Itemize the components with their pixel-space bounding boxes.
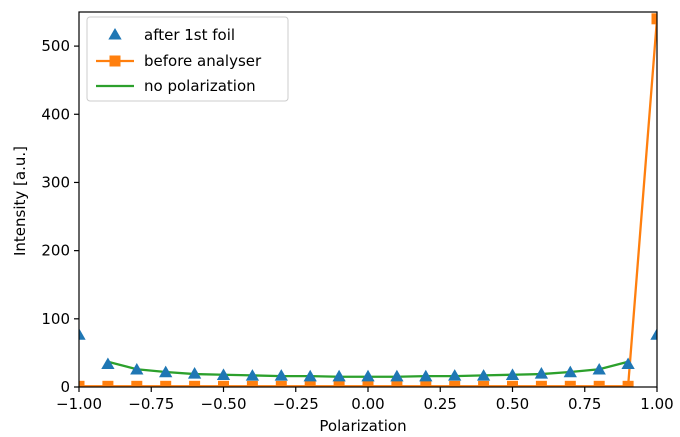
y-tick-label: 400 bbox=[41, 105, 70, 123]
x-tick-label: −1.00 bbox=[56, 395, 102, 413]
series-1-point-17 bbox=[564, 380, 576, 387]
x-tick-label: −0.25 bbox=[273, 395, 319, 413]
series-1-point-18 bbox=[593, 380, 605, 387]
series-1-point-10 bbox=[362, 380, 374, 387]
series-0-point-15 bbox=[505, 368, 520, 380]
series-1-point-16 bbox=[535, 380, 547, 387]
series-0-point-7 bbox=[274, 369, 288, 381]
legend-label: before analyser bbox=[144, 52, 262, 70]
x-tick-label: −0.75 bbox=[128, 395, 174, 413]
y-tick-label: 100 bbox=[41, 310, 70, 328]
series-0-point-14 bbox=[476, 369, 491, 381]
series-0-point-9 bbox=[332, 369, 346, 382]
x-axis-label: Polarization bbox=[319, 417, 406, 435]
series-1-point-3 bbox=[160, 380, 172, 387]
series-0-point-11 bbox=[390, 369, 404, 382]
series-1-point-2 bbox=[131, 380, 143, 387]
series-1-point-15 bbox=[507, 380, 518, 387]
series-0-point-6 bbox=[245, 369, 260, 381]
y-tick-label: 500 bbox=[41, 37, 70, 55]
legend-item-2: no polarization bbox=[96, 77, 256, 95]
legend-item-0: after 1st foil bbox=[108, 26, 235, 44]
x-tick-label: 0.00 bbox=[351, 395, 384, 413]
series-layer bbox=[79, 13, 657, 387]
legend-square-marker bbox=[109, 55, 121, 67]
series-0-point-16 bbox=[534, 367, 549, 379]
axes-layer: −1.00 −0.75 −0.50 −0.25 0.00 0.25 0.50 0.75 1.00… bbox=[41, 11, 674, 413]
series-0-point-3 bbox=[159, 365, 173, 378]
series-1-point-14 bbox=[478, 380, 490, 387]
legend-label: after 1st foil bbox=[144, 26, 235, 44]
x-tick-label: 0.50 bbox=[496, 395, 529, 413]
series-1-point-4 bbox=[189, 380, 201, 387]
series-0-point-12 bbox=[419, 369, 433, 382]
series-1-point-19 bbox=[622, 380, 634, 387]
series-0-point-18 bbox=[592, 362, 606, 375]
series-1-point-6 bbox=[246, 380, 258, 387]
series-0-point-20 bbox=[650, 328, 657, 340]
x-tick-label: 0.25 bbox=[424, 395, 457, 413]
legend-label: no polarization bbox=[144, 77, 256, 95]
y-axis-label: Intensity [a.u.] bbox=[11, 146, 29, 256]
series-0-point-1 bbox=[101, 357, 115, 370]
legend: after 1st foil before analyser no polariza… bbox=[86, 16, 289, 102]
legend-triangle-marker bbox=[108, 28, 122, 40]
series-1-point-7 bbox=[275, 380, 287, 387]
legend-item-1: before analyser bbox=[96, 52, 262, 70]
series-0-point-8 bbox=[303, 369, 317, 382]
series-0-point-5 bbox=[216, 368, 231, 380]
y-tick-label: 200 bbox=[41, 242, 70, 260]
series-1-point-20 bbox=[651, 13, 657, 25]
series-0-point-13 bbox=[448, 369, 462, 381]
series-1-point-1 bbox=[102, 380, 114, 387]
series-1-point-12 bbox=[420, 380, 432, 387]
series-0-point-2 bbox=[130, 362, 144, 375]
series-0-point-10 bbox=[361, 369, 375, 382]
legend-frame bbox=[86, 16, 289, 102]
series-1-point-5 bbox=[218, 380, 229, 387]
x-tick-label: 1.00 bbox=[640, 395, 673, 413]
series-0-point-19 bbox=[621, 357, 635, 370]
x-tick-label: −0.50 bbox=[201, 395, 247, 413]
series-1-point-8 bbox=[304, 380, 316, 387]
y-tick-label: 300 bbox=[41, 173, 70, 191]
series-1-point-9 bbox=[333, 380, 345, 387]
series-1-point-11 bbox=[391, 380, 403, 387]
series-1-point-13 bbox=[449, 380, 461, 387]
series-0-point-0 bbox=[79, 328, 86, 340]
series-0-point-4 bbox=[187, 367, 202, 379]
y-tick-label: 0 bbox=[60, 378, 70, 396]
x-tick-label: 0.75 bbox=[568, 395, 601, 413]
series-1-point-0 bbox=[79, 380, 85, 387]
series-0-point-17 bbox=[563, 365, 577, 378]
